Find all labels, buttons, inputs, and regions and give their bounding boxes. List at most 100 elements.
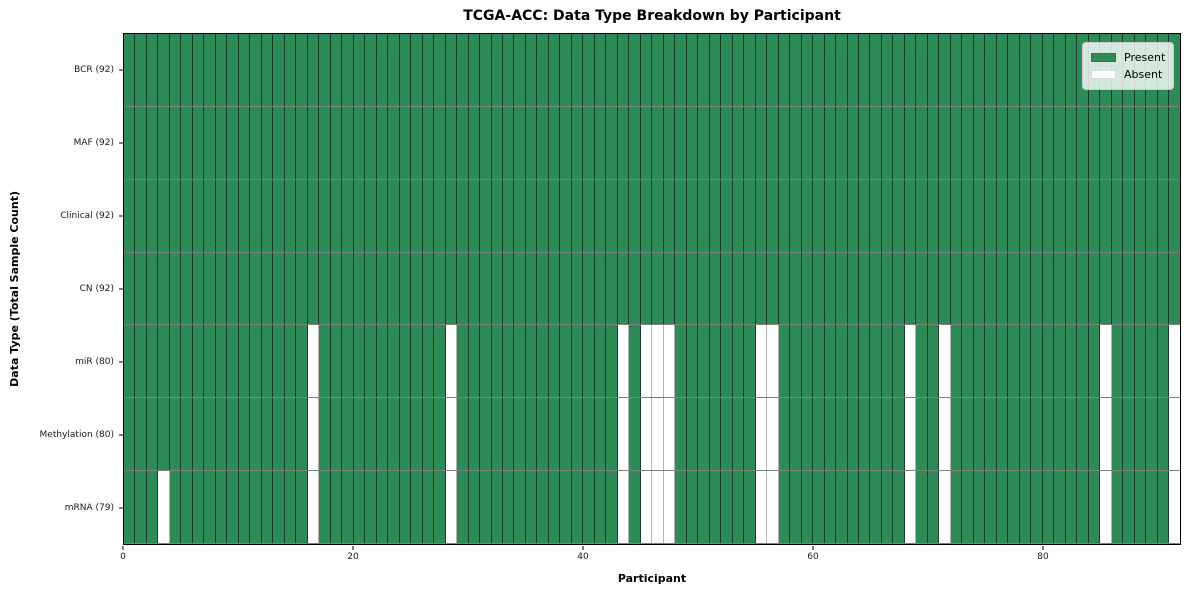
heatmap-cell-present xyxy=(927,325,940,398)
heatmap-cell-present xyxy=(514,252,526,325)
heatmap-cell-present xyxy=(284,398,297,471)
heatmap-cell-present xyxy=(583,398,595,471)
heatmap-cell-present xyxy=(365,471,377,544)
legend-label-present: Present xyxy=(1124,51,1166,64)
x-tick-label: 20 xyxy=(347,552,359,562)
heatmap-cell-present xyxy=(950,325,963,398)
heatmap-cell-present xyxy=(296,106,308,179)
heatmap-cell-present xyxy=(617,106,630,179)
heatmap-cell-present xyxy=(617,34,630,106)
heatmap-cell-present xyxy=(927,106,940,179)
heatmap-cell-present xyxy=(1065,252,1078,325)
heatmap-cell-absent xyxy=(652,398,664,471)
heatmap-cell-present xyxy=(215,471,228,544)
heatmap-cell-present xyxy=(284,34,297,106)
heatmap-cell-present xyxy=(709,179,722,252)
y-tick-labels: BCR (92) MAF (92) Clinical (92) CN (92) miR … xyxy=(0,33,114,545)
x-tick-mark xyxy=(812,546,814,550)
heatmap-cell-present xyxy=(881,106,894,179)
heatmap-cell-present xyxy=(319,252,331,325)
heatmap-cell-present xyxy=(261,325,274,398)
heatmap-cell-present xyxy=(652,179,664,252)
heatmap-cell-present xyxy=(686,106,699,179)
heatmap-cell-absent xyxy=(652,325,664,398)
heatmap-cell-present xyxy=(480,471,492,544)
heatmap-cell-present xyxy=(950,179,963,252)
heatmap-cell-present xyxy=(606,325,618,398)
heatmap-cell-present xyxy=(1157,252,1170,325)
heatmap-cell-present xyxy=(606,471,618,544)
heatmap-cell-present xyxy=(893,179,905,252)
heatmap-cell-present xyxy=(307,252,320,325)
heatmap-cell-present xyxy=(227,252,239,325)
heatmap-cell-present xyxy=(146,471,159,544)
heatmap-cell-absent xyxy=(904,398,917,471)
heatmap-cell-present xyxy=(537,325,549,398)
heatmap-row xyxy=(124,325,1180,399)
heatmap-cell-present xyxy=(457,471,469,544)
heatmap-cell-present xyxy=(434,179,446,252)
heatmap-cell-present xyxy=(1042,252,1055,325)
x-tick-mark xyxy=(1042,546,1044,550)
heatmap-cell-present xyxy=(859,106,871,179)
heatmap-cell-present xyxy=(273,398,285,471)
heatmap-cell-present xyxy=(813,252,825,325)
heatmap-cell-present xyxy=(617,179,630,252)
heatmap-cell-present xyxy=(353,471,366,544)
legend: Present Absent xyxy=(1082,42,1174,90)
heatmap-cell-present xyxy=(893,325,905,398)
heatmap-cell-present xyxy=(709,325,722,398)
heatmap-cell-present xyxy=(1134,252,1147,325)
heatmap-cell-present xyxy=(273,34,285,106)
heatmap-cell-present xyxy=(376,471,389,544)
heatmap-cell-present xyxy=(457,325,469,398)
heatmap-cell-present xyxy=(778,34,791,106)
heatmap-cell-present xyxy=(1088,106,1101,179)
heatmap-cell-present xyxy=(1019,252,1032,325)
heatmap-cell-absent xyxy=(307,325,320,398)
heatmap-cell-present xyxy=(192,179,205,252)
heatmap-cell-present xyxy=(296,179,308,252)
heatmap-cell-present xyxy=(594,252,607,325)
heatmap-cell-present xyxy=(158,106,170,179)
heatmap-cell-present xyxy=(698,325,710,398)
heatmap-cell-present xyxy=(985,252,997,325)
heatmap-cell-present xyxy=(1054,325,1066,398)
heatmap-cell-absent xyxy=(939,471,951,544)
heatmap-cell-present xyxy=(594,34,607,106)
heatmap-cell-present xyxy=(1111,106,1124,179)
heatmap-cell-present xyxy=(721,179,733,252)
heatmap-cell-present xyxy=(904,179,917,252)
heatmap-cell-present xyxy=(744,106,756,179)
heatmap-cell-present xyxy=(468,106,481,179)
heatmap-cell-present xyxy=(537,252,549,325)
heatmap-cell-present xyxy=(721,252,733,325)
heatmap-cell-present xyxy=(1134,398,1147,471)
heatmap-cell-present xyxy=(238,106,251,179)
heatmap-cell-present xyxy=(158,34,170,106)
heatmap-cell-present xyxy=(514,34,526,106)
heatmap-cell-present xyxy=(457,34,469,106)
heatmap-cell-present xyxy=(525,398,538,471)
heatmap-cell-present xyxy=(881,34,894,106)
heatmap-cell-present xyxy=(422,398,435,471)
heatmap-cell-present xyxy=(548,179,561,252)
heatmap-cell-present xyxy=(881,252,894,325)
heatmap-cell-present xyxy=(124,179,136,252)
heatmap-cell-present xyxy=(1123,252,1135,325)
heatmap-cell-present xyxy=(422,179,435,252)
heatmap-cell-present xyxy=(1157,179,1170,252)
heatmap-cell-absent xyxy=(640,471,653,544)
heatmap-cell-present xyxy=(1088,252,1101,325)
heatmap-cell-present xyxy=(996,398,1009,471)
heatmap-cell-present xyxy=(744,398,756,471)
heatmap-cell-present xyxy=(514,106,526,179)
heatmap-cell-present xyxy=(996,179,1009,252)
heatmap-cell-present xyxy=(973,106,986,179)
heatmap-cell-present xyxy=(227,179,239,252)
heatmap-cell-present xyxy=(836,471,848,544)
heatmap-cell-present xyxy=(502,398,515,471)
heatmap-cell-present xyxy=(124,106,136,179)
heatmap-cell-present xyxy=(973,252,986,325)
heatmap-cell-present xyxy=(698,106,710,179)
